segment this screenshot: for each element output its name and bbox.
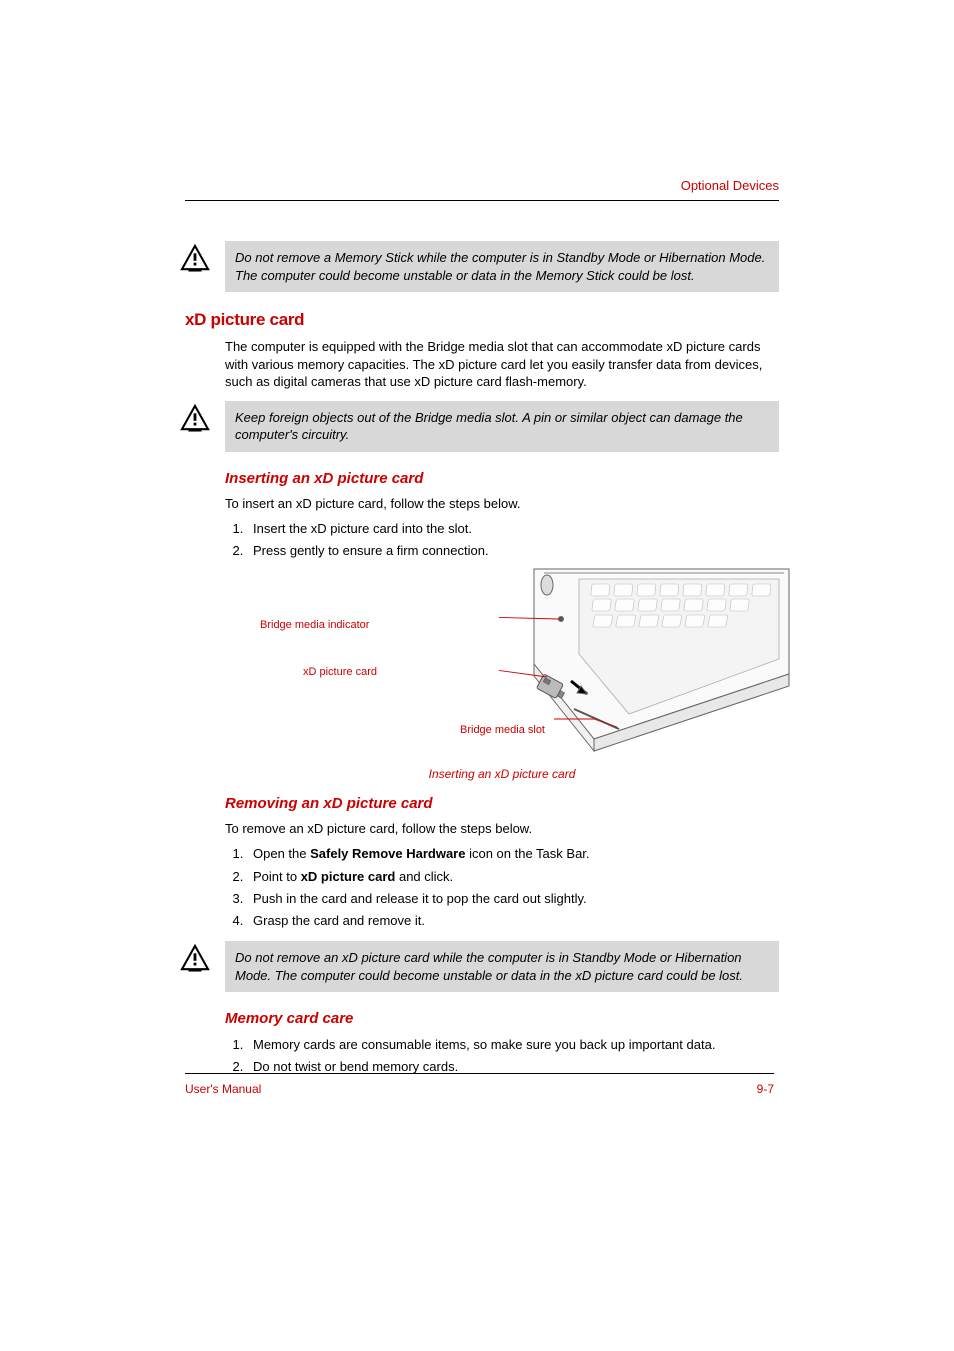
chapter-label: Optional Devices	[681, 178, 779, 193]
warning-memory-stick: Do not remove a Memory Stick while the c…	[225, 241, 779, 292]
subheading-removing: Removing an xD picture card	[225, 795, 779, 812]
inserting-steps: Insert the xD picture card into the slot…	[225, 519, 779, 561]
footer-page-number: 9-7	[757, 1082, 774, 1096]
care-steps: Memory cards are consumable items, so ma…	[225, 1035, 779, 1077]
caution-icon	[180, 244, 210, 272]
figure-label-card: xD picture card	[303, 666, 377, 678]
caution-icon	[180, 404, 210, 432]
laptop-illustration	[499, 559, 799, 754]
list-item: Grasp the card and remove it.	[247, 911, 779, 931]
list-item: Insert the xD picture card into the slot…	[247, 519, 779, 539]
list-item: Open the Safely Remove Hardware icon on …	[247, 844, 779, 864]
list-item: Push in the card and release it to pop t…	[247, 889, 779, 909]
section-heading-xd: xD picture card	[185, 310, 779, 330]
inserting-intro: To insert an xD picture card, follow the…	[225, 495, 779, 513]
caution-icon	[180, 944, 210, 972]
section-body-xd: The computer is equipped with the Bridge…	[225, 338, 779, 391]
subheading-inserting: Inserting an xD picture card	[225, 470, 779, 487]
header-rule: Optional Devices	[185, 200, 779, 201]
figure-caption: Inserting an xD picture card	[225, 767, 779, 781]
list-item: Press gently to ensure a firm connection…	[247, 541, 779, 561]
figure-label-indicator: Bridge media indicator	[260, 619, 369, 631]
list-item: Memory cards are consumable items, so ma…	[247, 1035, 779, 1055]
warning-text: Keep foreign objects out of the Bridge m…	[235, 410, 743, 443]
removing-intro: To remove an xD picture card, follow the…	[225, 820, 779, 838]
figure-laptop-slot: Bridge media indicator xD picture card B…	[225, 569, 779, 759]
warning-remove-xd: Do not remove an xD picture card while t…	[225, 941, 779, 992]
footer-manual-label: User's Manual	[185, 1082, 261, 1096]
subheading-care: Memory card care	[225, 1010, 779, 1027]
list-item: Point to xD picture card and click.	[247, 867, 779, 887]
warning-foreign-objects: Keep foreign objects out of the Bridge m…	[225, 401, 779, 452]
warning-text: Do not remove a Memory Stick while the c…	[235, 250, 765, 283]
removing-steps: Open the Safely Remove Hardware icon on …	[225, 844, 779, 931]
bold-xd-card: xD picture card	[301, 869, 396, 884]
page-footer: User's Manual 9-7	[185, 1073, 774, 1096]
bold-safely-remove: Safely Remove Hardware	[310, 846, 465, 861]
warning-text: Do not remove an xD picture card while t…	[235, 950, 743, 983]
